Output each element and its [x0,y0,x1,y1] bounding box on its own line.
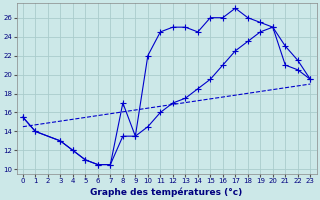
X-axis label: Graphe des températures (°c): Graphe des températures (°c) [91,187,243,197]
